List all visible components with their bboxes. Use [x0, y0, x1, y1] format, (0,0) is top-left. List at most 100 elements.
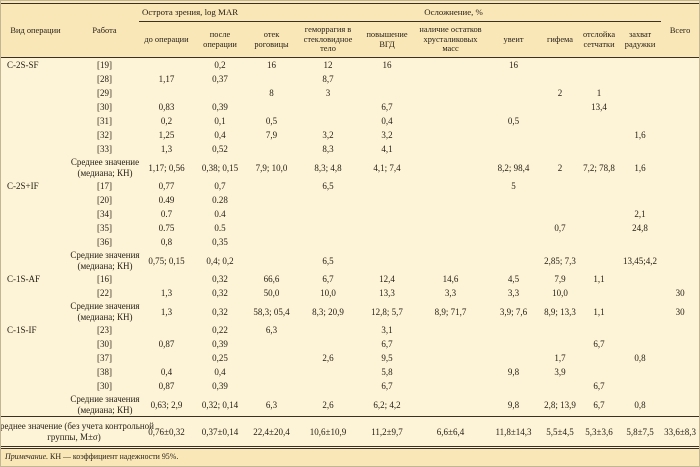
- work-ref-cell: [23]: [70, 323, 139, 337]
- value-cell: 1,17: [139, 72, 194, 86]
- value-cell: 0.4: [194, 207, 247, 221]
- value-cell: [139, 323, 194, 337]
- table-row: Средние значения (медиана; КН) 0,75; 0,15…: [1, 249, 699, 272]
- value-cell: [486, 379, 542, 393]
- table-row: Средние значения (медиана; КН) 1,3 0,32 58,…: [1, 300, 699, 323]
- value-cell: [246, 142, 298, 156]
- value-cell: [619, 100, 662, 114]
- value-cell: [486, 351, 542, 365]
- col-header-uveitis: увеит: [486, 21, 542, 58]
- value-cell: [619, 57, 662, 72]
- value-cell: [661, 128, 699, 142]
- value-cell: 0.5: [194, 221, 247, 235]
- value-cell: 8,2; 98,4: [486, 156, 542, 179]
- value-cell: 50,0: [246, 286, 298, 300]
- value-cell: [246, 221, 298, 235]
- operation-type-cell: [1, 221, 70, 235]
- table-row: Средние значения (медиана; КН) 0,63; 2,9 0…: [1, 393, 699, 417]
- summary-value-cell: 11,2±9,7: [359, 416, 416, 448]
- value-cell: 0.75: [139, 221, 194, 235]
- operation-type-cell: [1, 128, 70, 142]
- mean-row-label: Среднее значение (медиана; КН): [70, 156, 139, 179]
- value-cell: 8,9; 13,3: [541, 300, 580, 323]
- value-cell: [579, 323, 620, 337]
- table-row: [30] 0,83 0,39 6,7 13,4: [1, 100, 699, 114]
- value-cell: 30: [661, 300, 699, 323]
- value-cell: [297, 221, 360, 235]
- value-cell: [246, 365, 298, 379]
- value-cell: 6,7: [579, 393, 620, 417]
- value-cell: [661, 100, 699, 114]
- value-cell: [619, 114, 662, 128]
- value-cell: [661, 114, 699, 128]
- value-cell: 58,3; 05,4: [246, 300, 298, 323]
- value-cell: 1: [579, 86, 620, 100]
- value-cell: 0,4: [359, 114, 416, 128]
- summary-row-label-text: Среднее значение (без учета контрольной …: [0, 421, 154, 442]
- work-ref-cell: [30]: [70, 337, 139, 351]
- value-cell: [297, 235, 360, 249]
- value-cell: 0,4: [194, 365, 247, 379]
- value-cell: [619, 365, 662, 379]
- value-cell: [415, 221, 487, 235]
- operation-type-cell: [1, 100, 70, 114]
- operation-type-cell: [1, 286, 70, 300]
- value-cell: [619, 179, 662, 193]
- operation-type-cell: [1, 393, 70, 417]
- value-cell: 5: [486, 179, 542, 193]
- table-header: Вид операции Работа Острота зрения, log …: [1, 3, 699, 58]
- value-cell: [246, 72, 298, 86]
- table-row: C-1S-AF [16] 0,32 66,6 6,7 12,4 14,6 4,5 7,9 1,1: [1, 272, 699, 286]
- value-cell: 0,52: [194, 142, 247, 156]
- value-cell: 5,8: [359, 365, 416, 379]
- value-cell: 12,8; 5,7: [359, 300, 416, 323]
- operation-type-cell: C-2S-SF: [1, 57, 70, 72]
- value-cell: [486, 221, 542, 235]
- value-cell: [246, 193, 298, 207]
- value-cell: 7,9: [246, 128, 298, 142]
- value-cell: [246, 207, 298, 221]
- value-cell: [359, 235, 416, 249]
- value-cell: 9,8: [486, 365, 542, 379]
- value-cell: 6,7: [579, 379, 620, 393]
- value-cell: [359, 72, 416, 86]
- value-cell: [139, 272, 194, 286]
- value-cell: 2,6: [297, 393, 360, 417]
- value-cell: [415, 323, 487, 337]
- value-cell: 10,0: [541, 286, 580, 300]
- summary-value-cell: 5,3±3,6: [579, 416, 620, 448]
- value-cell: 3: [297, 86, 360, 100]
- value-cell: [415, 337, 487, 351]
- mean-row-label-text: Средние значения (медиана; КН): [70, 250, 140, 271]
- value-cell: 6,7: [359, 337, 416, 351]
- work-ref-cell: [17]: [70, 179, 139, 193]
- col-header-work: Работа: [70, 3, 139, 58]
- value-cell: 4,1; 7,4: [359, 156, 416, 179]
- operation-type-cell: [1, 114, 70, 128]
- value-cell: 7,9: [541, 272, 580, 286]
- value-cell: 8,3; 20,9: [297, 300, 360, 323]
- table-row: Среднее значение (медиана; КН) 1,17; 0,56…: [1, 156, 699, 179]
- value-cell: 6,3: [246, 393, 298, 417]
- value-cell: [619, 379, 662, 393]
- value-cell: [359, 221, 416, 235]
- value-cell: [541, 128, 580, 142]
- summary-row: Среднее значение (без учета контрольной …: [0, 416, 699, 448]
- value-cell: [619, 142, 662, 156]
- value-cell: [486, 323, 542, 337]
- value-cell: 7,2; 78,8: [579, 156, 620, 179]
- table-row: [33] 1,3 0,52 8,3 4,1: [1, 142, 699, 156]
- value-cell: [661, 235, 699, 249]
- value-cell: 3,2: [297, 128, 360, 142]
- summary-value-cell: 11,8±14,3: [486, 416, 542, 448]
- col-header-lens-remnants: наличие остатков хрусталиковых масс: [415, 21, 487, 58]
- value-cell: [661, 86, 699, 100]
- value-cell: [541, 235, 580, 249]
- value-cell: [661, 272, 699, 286]
- value-cell: 12,4: [359, 272, 416, 286]
- value-cell: [661, 323, 699, 337]
- value-cell: 4,5: [486, 272, 542, 286]
- value-cell: 0,39: [194, 337, 247, 351]
- col-header-iop-increase: повышение ВГД: [359, 21, 416, 58]
- value-cell: 14,6: [415, 272, 487, 286]
